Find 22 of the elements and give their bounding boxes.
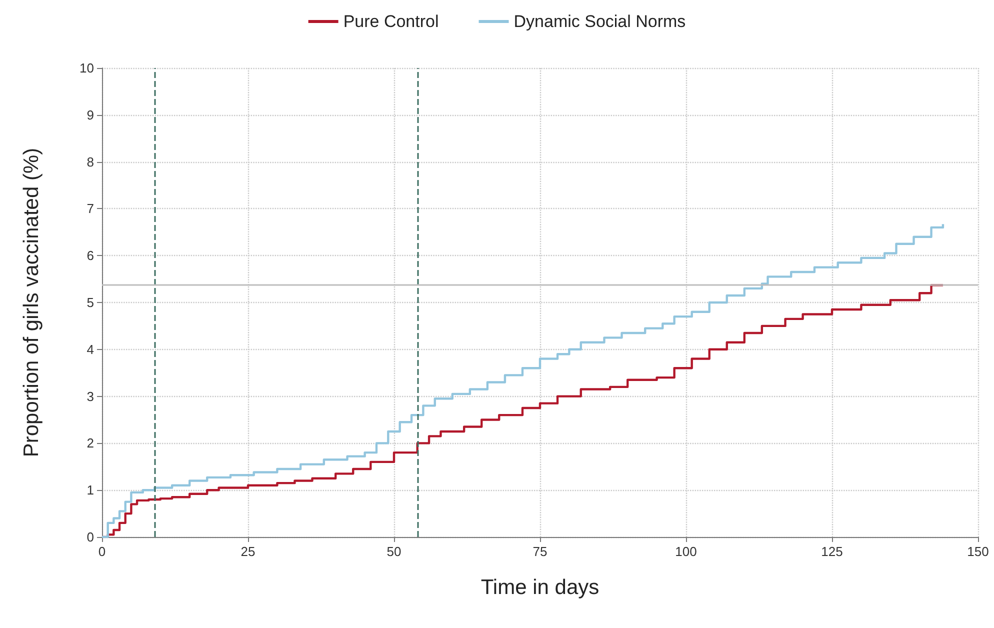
y-tick-label: 2 <box>86 436 94 451</box>
y-tick-label: 5 <box>86 295 94 310</box>
x-tick-label: 50 <box>386 544 402 559</box>
y-axis-title: Proportion of girls vaccinated (%) <box>20 148 43 458</box>
y-tick-label: 0 <box>86 530 94 544</box>
x-tick-label: 25 <box>240 544 256 559</box>
x-tick-label: 0 <box>98 544 106 559</box>
x-tick-label: 75 <box>532 544 548 559</box>
y-tick-label: 6 <box>86 248 94 264</box>
x-tick-label: 100 <box>675 544 697 559</box>
x-tick-label: 150 <box>967 544 989 559</box>
legend-label: Pure Control <box>343 12 439 31</box>
y-tick-label: 10 <box>80 60 94 76</box>
x-axis-title: Time in days <box>480 576 600 599</box>
y-tick-label: 4 <box>86 342 94 357</box>
x-tick-label: 125 <box>821 544 843 559</box>
y-tick-label: 3 <box>86 388 94 404</box>
y-tick-label: 1 <box>86 482 94 498</box>
y-tick-label: 7 <box>86 201 94 216</box>
y-tick-label: 9 <box>86 107 94 122</box>
legend-label: Dynamic Social Norms <box>514 12 686 31</box>
y-tick-label: 8 <box>86 154 94 170</box>
